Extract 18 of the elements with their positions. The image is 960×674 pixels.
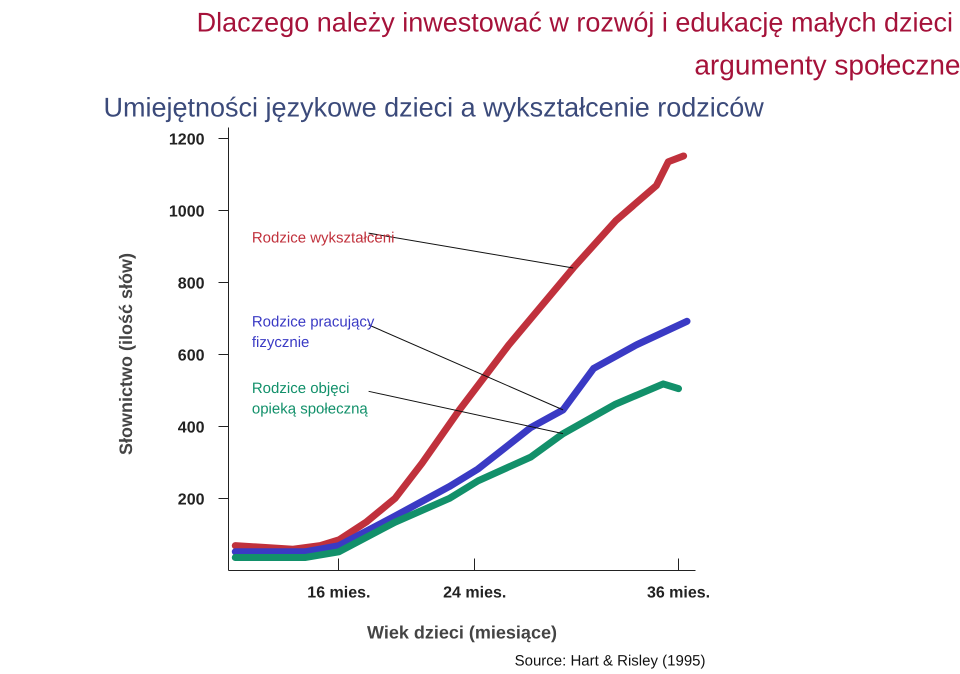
y-tick-label: 600 [178,347,205,364]
y-axis-title: Słownictwo (ilość słów) [116,252,136,456]
text: argumenty społeczne [694,50,960,80]
x-tick-label: 24 mies. [443,584,506,602]
y-tick-label: 200 [178,491,205,508]
text: Rodzice wykształceni [252,229,394,246]
y-tick-label: 1000 [168,203,205,220]
chart-title: Dlaczego należy inwestować w rozwój i edukację małych dzieci [196,8,954,38]
y-tick-label: 800 [178,275,205,292]
x-axis-title: Wiek dzieci (miesiące) [367,622,557,642]
text: Umiejętności językowe dzieci a wykształcenie rodziców [104,92,764,122]
y-tick-label: 1200 [168,131,205,148]
x-tick-label: 36 mies. [646,584,710,602]
x-tick-label: 16 mies. [307,584,370,602]
source-note: Source: Hart & Risley (1995) [514,652,706,670]
y-tick-label: 400 [178,419,205,436]
text: Rodzice objęci opieką społeczną [252,380,368,418]
text: Rodzice pracujący fizycznie [252,314,375,351]
